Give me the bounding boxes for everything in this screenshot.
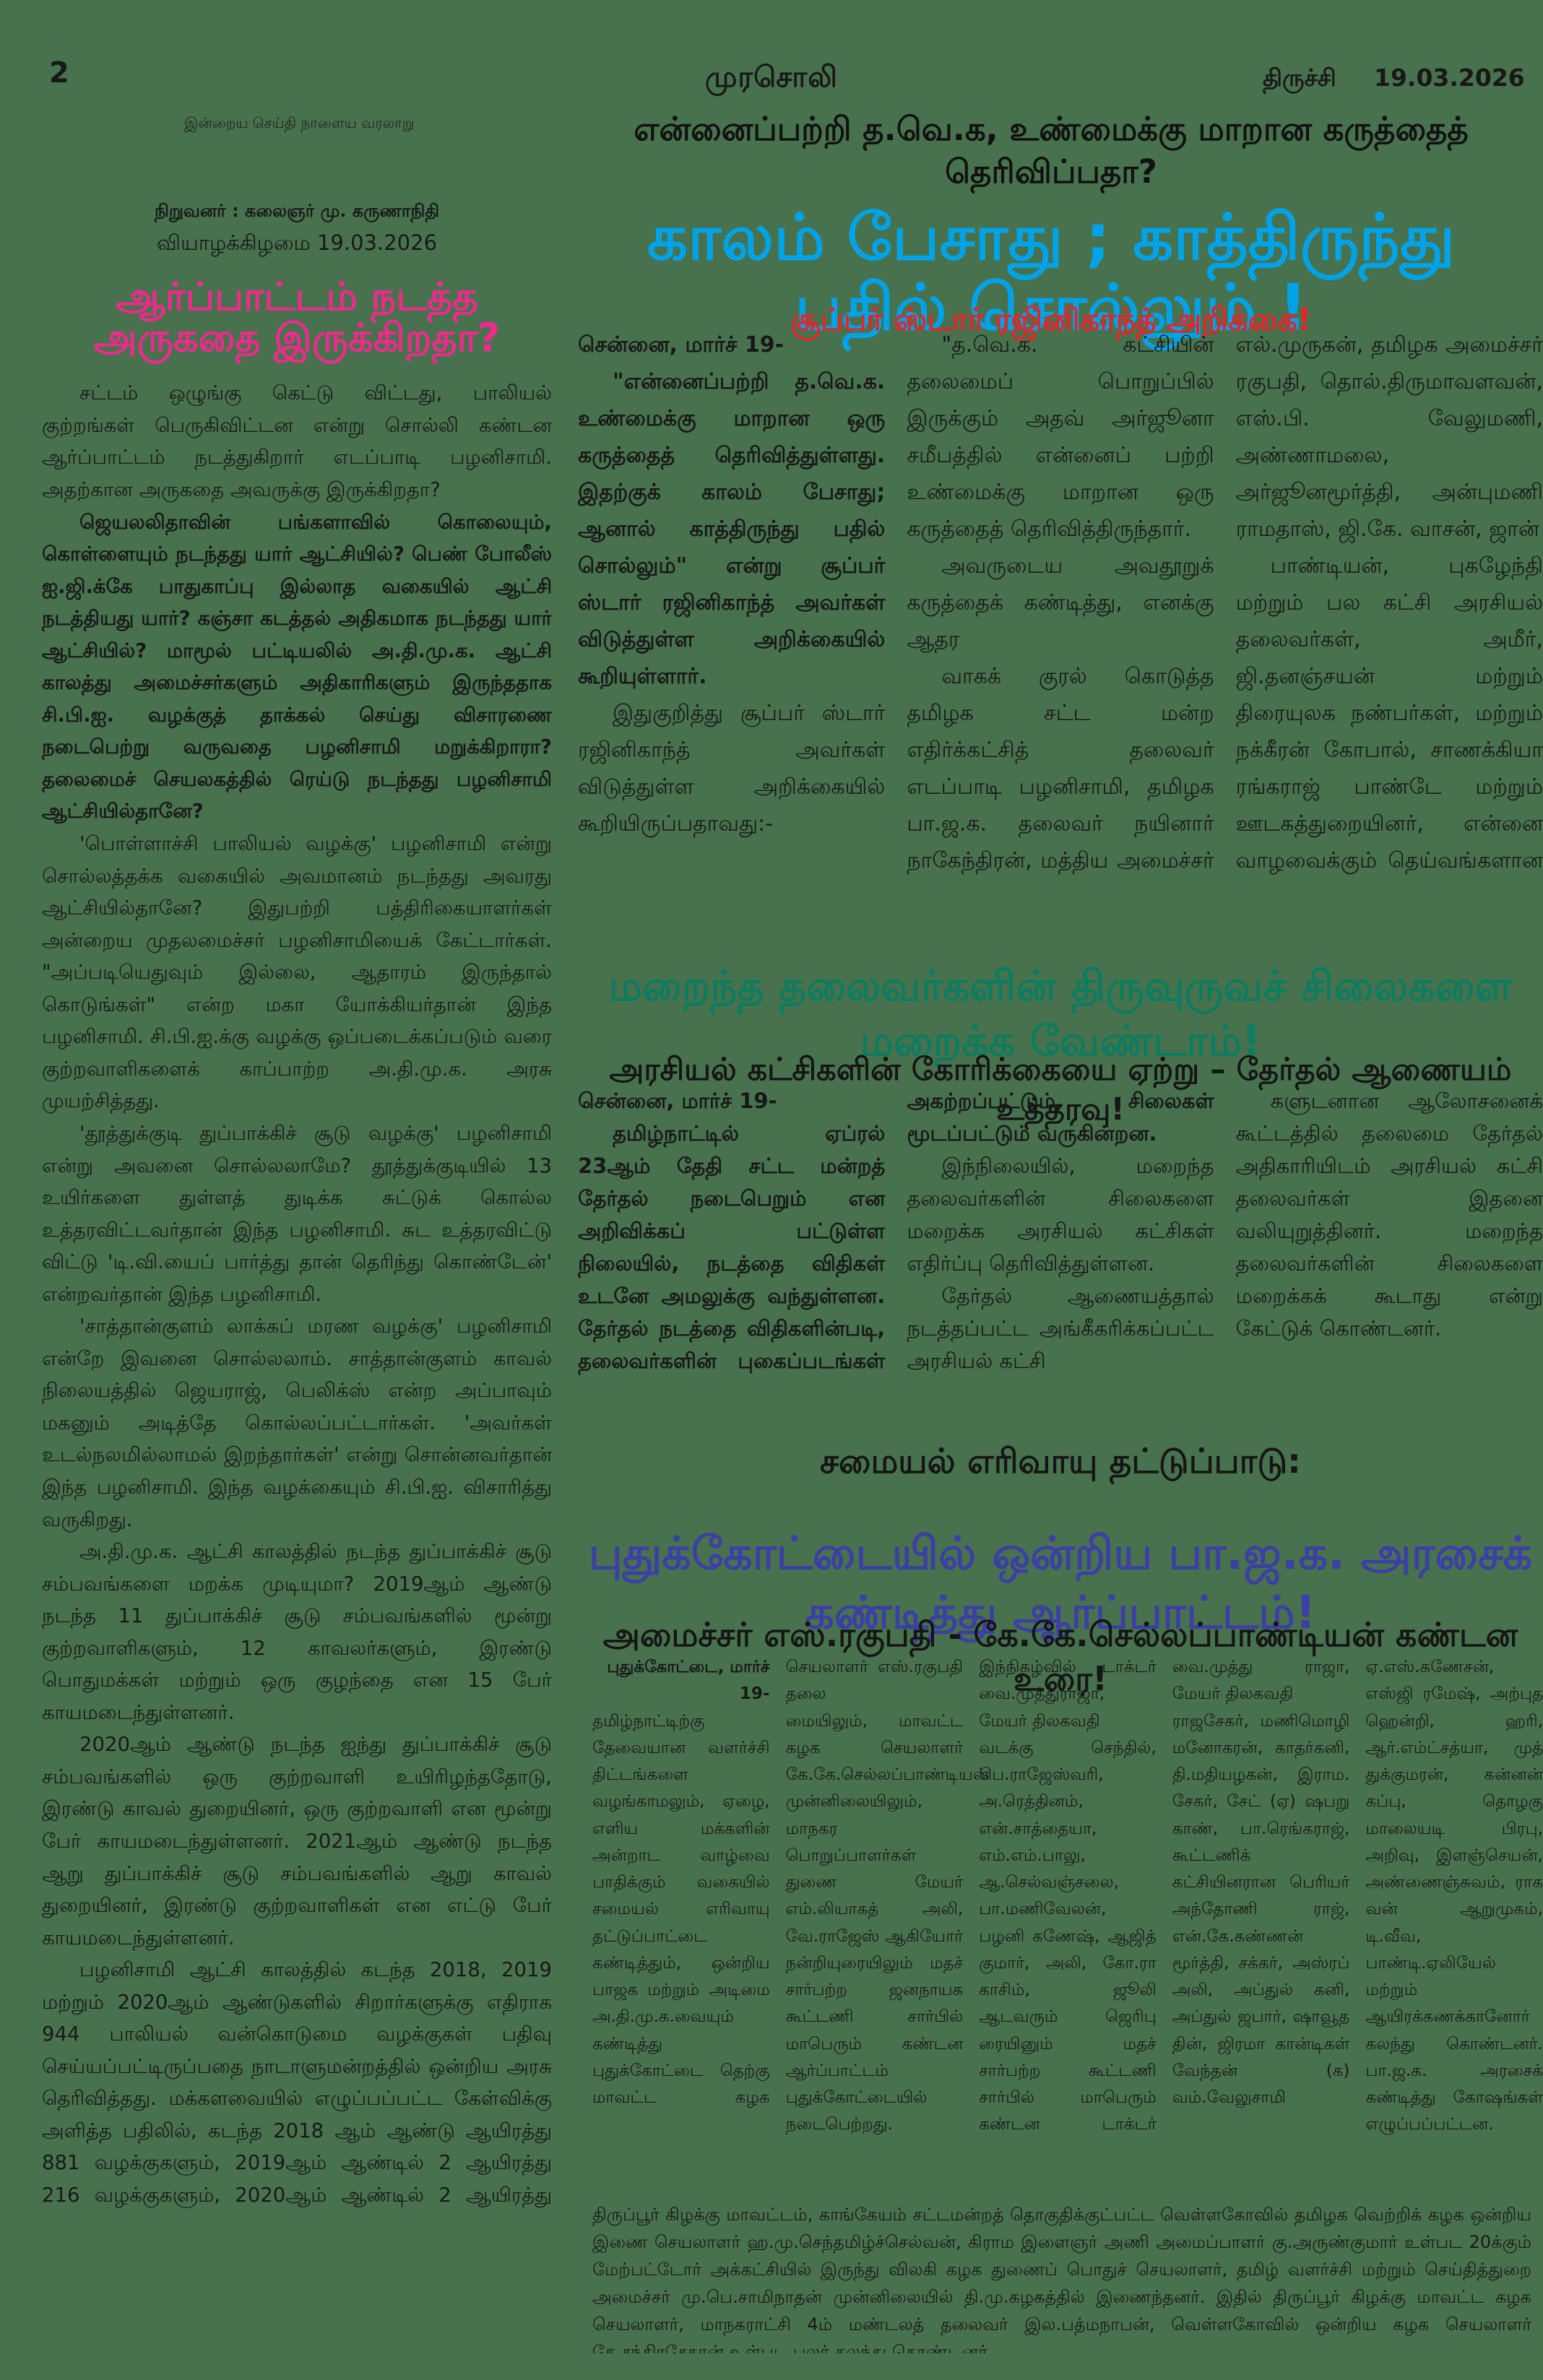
body-paragraph: ஏ.எஸ்.கணேசன், எஸ்ஜி ரமேஷ், அற்புத ஹென்றி… xyxy=(1365,1658,1543,2134)
bottom-brief: திருப்பூர் கிழக்கு மாவட்டம், காங்கேயம் ச… xyxy=(592,2204,1531,2353)
statues-headline: மறைந்த தலைவர்களின் திருவுருவச் சிலைகளை ம… xyxy=(608,961,1513,1065)
editorial-paragraph: ஜெயலலிதாவின் பங்களாவில் கொலையும், கொள்ளை… xyxy=(42,510,552,823)
dateline: புதுக்கோட்டை, மார்ச் 19- xyxy=(607,1658,770,1704)
body-paragraph: பாண்டியன், புகழேந்தி மற்றும் பல கட்சி அர… xyxy=(1235,553,1543,873)
editorial-column: நிறுவனர் : கலைஞர் மு. கருணாநிதி வியாழக்க… xyxy=(42,201,552,2216)
editorial-headline: ஆர்ப்பாட்டம் நடத்த அருகதை இருக்கிறதா? xyxy=(93,274,501,360)
statues-subhead: அரசியல் கட்சிகளின் கோரிக்கையை ஏற்று – தே… xyxy=(609,1051,1512,1128)
body-paragraph: களுடனான ஆலோசனைக் கூட்டத்தில் தலைமை தேர்த… xyxy=(1235,1089,1543,1341)
body-paragraph: தமிழ்நாட்டில் ஏப்ரல் 23ஆம் தேதி சட்ட மன்… xyxy=(578,1089,1214,1373)
body-paragraph: வாகக் குரல் கொடுத்த தமிழக சட்ட மன்ற எதிர… xyxy=(907,332,1543,873)
issue-date: 19.03.2026 xyxy=(1374,64,1525,92)
body-paragraph: இதுகுறித்து சூப்பர் ஸ்டார் ரஜினிகாந்த் அ… xyxy=(578,701,886,836)
gas-headline: புதுக்கோட்டையில் ஒன்றிய பா.ஜ.க. அரசைக் க… xyxy=(588,1527,1533,1640)
body-paragraph: அவருடைய அவதூறுக் கருத்தைக் கண்டித்து, என… xyxy=(907,553,1214,652)
body-paragraph: "த.வெ.க. கட்சியின் தலைமைப் பொறுப்பில் இர… xyxy=(907,332,1214,542)
masthead: முரசொலி xyxy=(705,61,838,94)
body-paragraph: வடக்கு செந்தில், பெ.ராஜேஸ்வரி, அ.ரெத்தின… xyxy=(979,1658,1350,2134)
page-number: 2 xyxy=(49,56,69,90)
dateline: சென்னை, மார்ச் 19- xyxy=(578,1089,777,1113)
body-paragraph: இந்நிலையில், மறைந்த தலைவர்களின் சிலைகளை … xyxy=(907,1153,1214,1276)
day-date-line: வியாழக்கிழமை 19.03.2026 xyxy=(156,230,438,255)
editorial-paragraph: பழனிசாமி ஆட்சி காலத்தில் கடந்த 2018, 201… xyxy=(42,1958,552,2216)
editorial-paragraph: சட்டம் ஒழுங்கு கெட்டு விட்டது, பாலியல் க… xyxy=(42,381,552,502)
body-paragraph: ராஜசேகர், மணிமொழி மனோகரன், காதர்கனி, தி.… xyxy=(1172,1711,1350,2108)
body-paragraph: மையிலும், மாவட்ட கழக செயலாளர் கே.கே.செல்… xyxy=(785,1658,1157,2134)
gas-kicker: சமையல் எரிவாயு தட்டுப்பாடு: xyxy=(820,1442,1301,1481)
edition-name: திருச்சி xyxy=(1263,64,1336,92)
founder-line: நிறுவனர் : கலைஞர் மு. கருணாநிதி xyxy=(154,201,440,221)
body-paragraph: தேர்தல் ஆணையத்தால் நடத்தப்பட்ட அங்கீகரிக… xyxy=(907,1283,1214,1373)
body-paragraph: தமிழ்நாட்டிற்கு தேவையான வளர்ச்சி திட்டங்… xyxy=(592,1658,964,2107)
editorial-paragraph: 'பொள்ளாச்சி பாலியல் வழக்கு' பழனிசாமி என்… xyxy=(42,832,552,1113)
rajini-body-columns: சென்னை, மார்ச் 19- "என்னைப்பற்றி த.வெ.க.… xyxy=(578,326,1543,903)
rajini-headline: காலம் பேசாது ; காத்திருந்து பதில் சொல்லு… xyxy=(647,199,1456,345)
editorial-paragraph: 'தூத்துக்குடி துப்பாக்கிச் சூடு வழக்கு' … xyxy=(42,1121,552,1306)
dateline: சென்னை, மார்ச் 19- xyxy=(578,332,785,358)
gas-subhead: அமைச்சர் எஸ்.ரகுபதி - கே.கே.செல்லப்பாண்ட… xyxy=(602,1615,1518,1699)
editorial-paragraph: 'சாத்தான்குளம் லாக்கப் மரண வழக்கு' பழனிச… xyxy=(42,1315,552,1531)
rajini-subhead: சூப்பர் ஸ்டார் ரஜினிகாந்த் அறிக்கை! xyxy=(790,301,1312,338)
editorial-paragraph: 2020ஆம் ஆண்டு நடந்த ஐந்து துப்பாக்கிச் ச… xyxy=(42,1733,552,1950)
editorial-paragraph: அ.தி.மு.க. ஆட்சி காலத்தில் நடந்த துப்பாக… xyxy=(42,1540,552,1724)
gas-body-columns: புதுக்கோட்டை, மார்ச் 19- தமிழ்நாட்டிற்கு… xyxy=(592,1654,1543,2190)
statues-body-columns: சென்னை, மார்ச் 19- தமிழ்நாட்டில் ஏப்ரல் … xyxy=(578,1085,1543,1380)
body-paragraph: "என்னைப்பற்றி த.வெ.க. உண்மைக்கு மாறான ஒர… xyxy=(578,369,886,689)
paper-slogan: இன்றைய செய்தி நாளைய வரலாறு xyxy=(184,114,415,131)
rajini-kicker: என்னைப்பற்றி த.வெ.க, உண்மைக்கு மாறான கரு… xyxy=(634,110,1469,191)
